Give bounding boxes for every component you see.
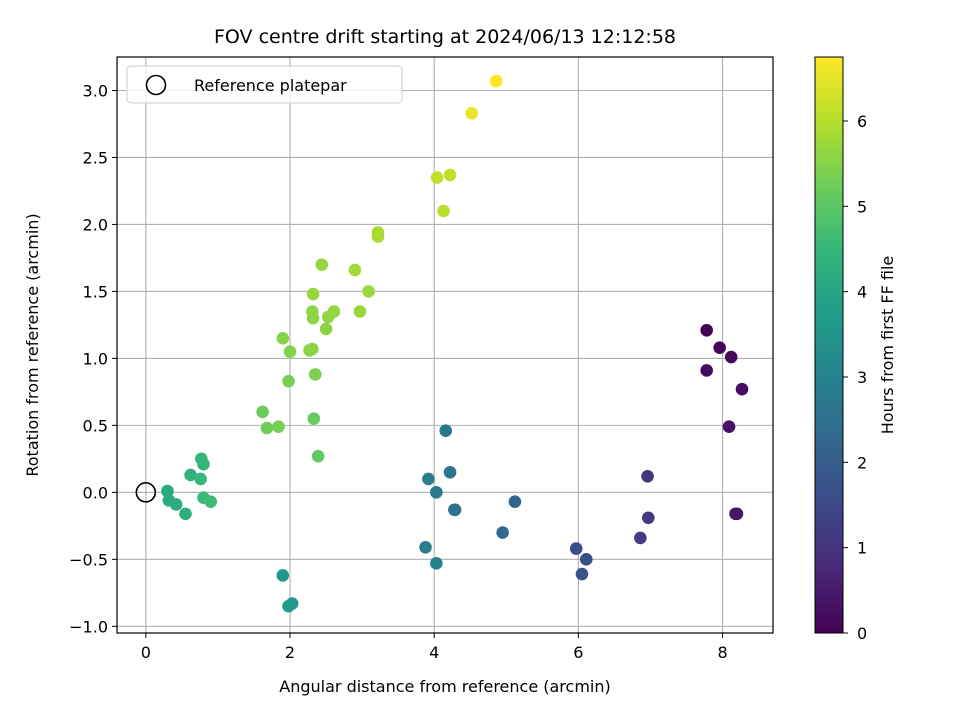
x-tick-label: 4 [429,643,439,662]
y-tick-label: 1.0 [83,349,108,368]
data-point [307,412,321,425]
colorbar-tick-label: 3 [857,368,867,387]
data-point [496,526,509,539]
data-points [161,74,749,613]
data-point [256,405,269,419]
colorbar-label: Hours from first FF file [878,256,897,435]
colorbar-ticks: 0 1 2 3 4 5 6 [843,112,867,643]
data-point [362,285,375,298]
data-point [430,557,443,570]
data-point [306,342,319,356]
data-point [430,171,444,184]
data-point [184,468,197,482]
data-point [448,503,461,517]
colorbar-gradient [814,56,844,634]
y-tick-label: 2.5 [83,148,108,167]
legend-entry-reference: Reference platepar [194,76,347,95]
x-tick-label: 2 [285,643,295,662]
data-point [306,287,320,301]
colorbar-tick-label: 0 [857,624,867,643]
data-point [276,332,290,345]
data-point [700,364,713,377]
colorbar-tick-label: 2 [857,453,867,472]
data-point [730,507,744,521]
data-point [430,486,443,499]
plot-frame [116,56,774,634]
data-point [319,322,333,336]
data-point [508,495,522,509]
data-point [641,469,654,483]
data-point [724,350,738,364]
data-point [735,382,749,396]
data-point [161,484,174,498]
data-point [575,567,589,581]
data-point [579,553,593,566]
data-point [348,263,362,277]
x-tick-label: 8 [717,643,727,662]
colorbar-tick-label: 4 [857,283,867,302]
data-point [419,540,432,554]
legend-box [126,65,403,104]
data-point [700,323,713,337]
grid-lines [117,57,773,633]
data-point [260,421,274,435]
reference-point-marker [135,482,157,503]
data-point [371,226,385,239]
data-point [282,599,295,613]
data-point [179,507,192,521]
data-point [443,465,457,479]
colorbar: 0 1 2 3 4 5 6 Hours from first FF file [814,56,897,643]
data-point [283,345,297,358]
data-point [713,341,726,354]
y-tick-label: 1.5 [83,282,108,301]
chart-title: FOV centre drift starting at 2024/06/13 … [214,26,676,48]
data-point [272,420,285,434]
data-point [194,472,207,486]
data-point [315,258,329,271]
x-axis-label: Angular distance from reference (arcmin) [279,677,610,696]
data-point [197,457,210,471]
data-point [353,305,367,318]
legend-marker-icon [145,74,167,96]
data-point [306,305,319,318]
data-point [282,374,295,388]
data-point [634,531,647,545]
data-point [443,168,457,182]
data-point [439,424,453,438]
data-point [722,420,736,434]
data-point [327,305,341,318]
y-tick-label: 0.5 [83,416,108,435]
y-tick-label: −1.0 [69,617,108,636]
y-axis-label: Rotation from reference (arcmin) [23,213,42,476]
data-point [489,74,503,88]
data-point [422,472,435,486]
colorbar-tick-label: 6 [857,112,867,131]
data-point [437,204,450,218]
x-tick-label: 6 [573,643,583,662]
y-tick-label: 0.0 [83,483,108,502]
y-tick-label: 2.0 [83,215,108,234]
data-point [311,449,325,463]
data-point [569,542,583,555]
data-point [276,569,290,582]
x-tick-label: 0 [141,643,151,662]
data-point [308,368,322,381]
y-tick-label: −0.5 [69,550,108,569]
colorbar-tick-label: 1 [857,539,867,558]
data-point [169,498,183,511]
y-axis-ticks: −1.0 −0.5 0.0 0.5 1.0 1.5 2.0 2.5 3.0 [69,81,117,636]
legend: Reference platepar [126,65,403,104]
data-point [465,106,478,120]
y-tick-label: 3.0 [83,81,108,100]
colorbar-tick-label: 5 [857,197,867,216]
data-point [641,511,655,525]
x-axis-ticks: 0 2 4 6 8 [141,633,728,662]
data-point [204,495,218,509]
